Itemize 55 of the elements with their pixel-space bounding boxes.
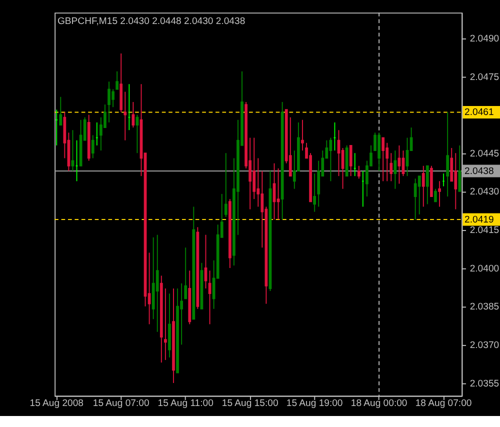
candlestick: [313, 173, 316, 212]
y-tick-label: 2.0400: [470, 263, 500, 274]
y-tick-label: 2.0445: [470, 148, 500, 160]
candlestick: [382, 137, 385, 182]
y-tick-label: 2.0385: [470, 302, 500, 313]
candlestick: [414, 178, 417, 220]
x-tick-label: 15 Aug 15:00: [222, 398, 278, 409]
candlestick: [156, 234, 159, 332]
candlestick: [184, 247, 188, 300]
y-tick-label: 2.0355: [470, 378, 500, 390]
y-tick-label: 2.0370: [470, 340, 500, 352]
ref-line-label: 2.0461: [464, 107, 494, 118]
candlestick: [422, 165, 425, 208]
candlestick: [224, 152, 228, 218]
candlestick: [398, 144, 401, 184]
candlestick: [406, 137, 409, 177]
ref-line-label: 2.0419: [464, 214, 494, 226]
candlestick: [426, 165, 429, 205]
y-tick-label: 2.0430: [470, 186, 500, 198]
candlestick: [438, 180, 441, 208]
candlestick: [446, 112, 450, 197]
candlestick: [454, 152, 458, 210]
x-tick-label: 15 Aug 11:00: [158, 398, 214, 409]
y-tick-label: 2.0415: [470, 225, 500, 236]
candlestick: [402, 150, 405, 177]
candlestick: [108, 81, 110, 123]
y-tick-label: 2.0475: [470, 72, 500, 83]
ref-line-label: 2.0438: [464, 166, 494, 177]
candlestick: [59, 96, 62, 126]
candlestick: [252, 137, 256, 200]
x-tick-label: 18 Aug 00:00: [350, 398, 408, 409]
candlestick: [301, 119, 304, 152]
x-tick-label: 15 Aug 2008: [30, 398, 84, 409]
x-tick-label: 15 Aug 19:00: [286, 398, 343, 409]
candlestick: [390, 152, 393, 182]
candlestick: [418, 176, 421, 215]
candlestick: [204, 234, 208, 289]
chart-title: GBPCHF,M15 2.0430 2.0448 2.0430 2.0438: [57, 16, 246, 28]
candlestick: [164, 288, 167, 360]
candlestick: [357, 165, 360, 180]
candlestick: [434, 188, 437, 202]
candlestick: [458, 144, 462, 192]
candlestick: [116, 70, 119, 90]
candlestick: [394, 150, 397, 190]
candlestick: [112, 88, 114, 108]
candlestick: [276, 168, 280, 220]
candlestick: [378, 132, 380, 172]
x-tick-label: 15 Aug 07:00: [92, 398, 150, 409]
candlestick: [349, 144, 352, 177]
candlestick: [317, 160, 320, 208]
candlestick: [71, 130, 74, 172]
y-tick-label: 2.0490: [470, 33, 500, 44]
candlestick: [124, 91, 127, 141]
candlestick: [91, 134, 94, 159]
x-tick-label: 18 Aug 07:00: [415, 398, 472, 409]
